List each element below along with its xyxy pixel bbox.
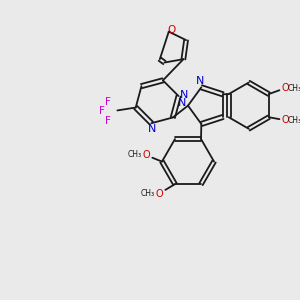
Text: F: F [99,106,105,116]
Text: O: O [143,150,150,160]
Text: F: F [105,97,111,107]
Text: CH₃: CH₃ [128,150,142,159]
Text: N: N [148,124,157,134]
Text: O: O [281,115,289,125]
Text: N: N [180,90,188,100]
Text: CH₃: CH₃ [288,116,300,124]
Text: N: N [178,98,186,108]
Text: N: N [196,76,205,85]
Text: F: F [105,116,111,126]
Text: CH₃: CH₃ [288,84,300,93]
Text: CH₃: CH₃ [141,189,155,198]
Text: O: O [156,189,164,199]
Text: O: O [167,25,176,35]
Text: O: O [281,83,289,93]
